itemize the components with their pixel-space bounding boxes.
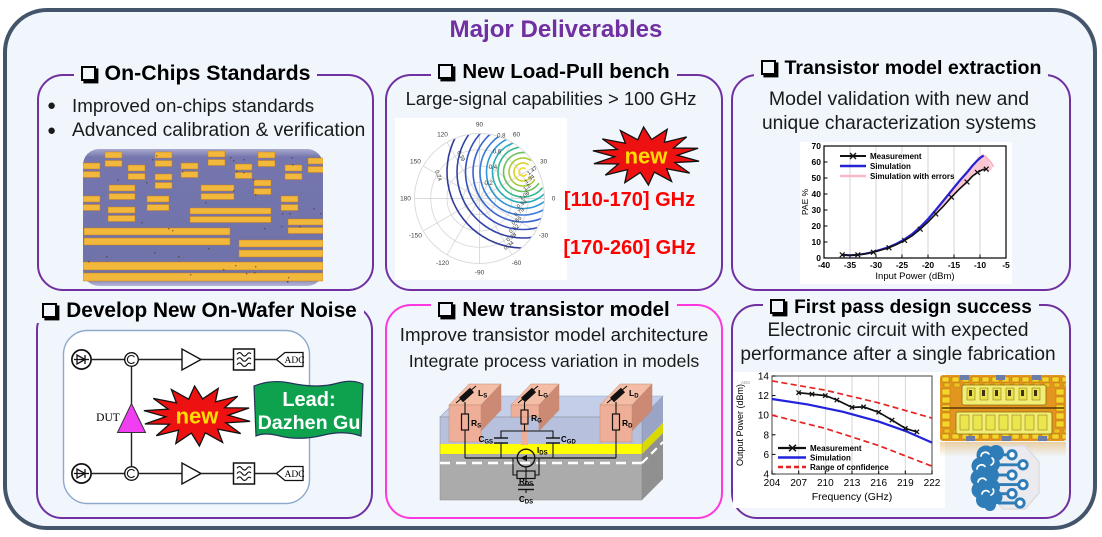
svg-text:-5: -5: [1002, 260, 1010, 270]
svg-text:Lead:: Lead:: [282, 389, 335, 411]
svg-text:Input Power (dBm): Input Power (dBm): [875, 271, 954, 282]
svg-text:219: 219: [897, 478, 914, 489]
svg-text:10: 10: [812, 237, 822, 247]
svg-text:0.24: 0.24: [433, 170, 442, 182]
svg-text:0.38: 0.38: [506, 232, 518, 243]
svg-text:Measurement: Measurement: [810, 444, 862, 453]
svg-text:ADC: ADC: [284, 470, 304, 480]
svg-text:30: 30: [812, 205, 822, 215]
svg-text:0.93: 0.93: [516, 199, 528, 210]
svg-text:222: 222: [924, 478, 941, 489]
svg-text:40: 40: [812, 189, 822, 199]
svg-text:-150: -150: [409, 233, 422, 240]
svg-text:60: 60: [812, 157, 822, 167]
svg-text:Simulation with errors: Simulation with errors: [870, 172, 955, 181]
svg-text:70: 70: [812, 142, 822, 151]
svg-text:0.34: 0.34: [503, 240, 515, 251]
svg-text:60: 60: [513, 132, 521, 139]
svg-text:8: 8: [763, 430, 769, 441]
svg-text:1.2: 1.2: [523, 183, 533, 193]
svg-text:LS: LS: [478, 388, 487, 400]
svg-text:0.79: 0.79: [513, 207, 525, 218]
svg-text:-120: -120: [436, 260, 449, 267]
svg-text:-40: -40: [818, 260, 831, 270]
svg-text:-60: -60: [512, 260, 522, 267]
svg-text:RS: RS: [471, 418, 481, 430]
svg-text:4: 4: [763, 470, 769, 481]
svg-text:10: 10: [758, 411, 770, 422]
svg-text:20: 20: [812, 221, 822, 231]
svg-text:-30: -30: [539, 233, 549, 240]
svg-text:-30: -30: [870, 260, 883, 270]
svg-text:0.65: 0.65: [511, 215, 523, 226]
svg-text:DUT: DUT: [96, 412, 120, 424]
svg-text:0: 0: [552, 196, 556, 203]
svg-text:ABS: ABS: [741, 380, 750, 385]
svg-text:-20: -20: [922, 260, 935, 270]
svg-text:Measurement: Measurement: [870, 152, 922, 161]
svg-text:Frequency (GHz): Frequency (GHz): [812, 491, 893, 503]
svg-text:Simulation: Simulation: [810, 454, 851, 463]
svg-text:Output Power (dBm): Output Power (dBm): [735, 384, 745, 466]
svg-text:-25: -25: [896, 260, 909, 270]
svg-text:90: 90: [476, 122, 484, 129]
svg-text:210: 210: [817, 478, 834, 489]
svg-text:30: 30: [540, 159, 548, 166]
svg-text:-15: -15: [948, 260, 961, 270]
svg-text:50: 50: [812, 173, 822, 183]
svg-text:RD: RD: [622, 418, 633, 430]
svg-text:1.47: 1.47: [526, 166, 538, 177]
svg-text:120: 120: [437, 132, 448, 139]
svg-text:1.06: 1.06: [519, 190, 531, 201]
svg-text:CDS: CDS: [519, 495, 533, 506]
svg-text:207: 207: [790, 478, 807, 489]
svg-text:1.34: 1.34: [524, 174, 536, 185]
svg-text:-10: -10: [974, 260, 987, 270]
svg-text:CGD: CGD: [561, 435, 576, 446]
svg-text:0.6: 0.6: [493, 149, 502, 155]
svg-text:IDS: IDS: [537, 446, 548, 457]
svg-text:-35: -35: [844, 260, 857, 270]
svg-text:204: 204: [764, 478, 781, 489]
svg-text:0.52: 0.52: [508, 224, 520, 235]
svg-text:14: 14: [758, 372, 770, 383]
svg-text:6: 6: [763, 450, 769, 461]
svg-text:180: 180: [400, 196, 411, 203]
svg-text:0: 0: [816, 253, 821, 263]
svg-text:216: 216: [870, 478, 887, 489]
svg-text:0.8: 0.8: [497, 134, 506, 140]
svg-text:new: new: [625, 144, 669, 169]
svg-text:Dazhen Gu: Dazhen Gu: [258, 412, 361, 434]
svg-text:Simulation: Simulation: [870, 162, 911, 171]
svg-text:CGS: CGS: [479, 435, 493, 446]
svg-text:12: 12: [758, 391, 770, 402]
svg-text:RG: RG: [531, 413, 542, 425]
svg-text:-90: -90: [475, 270, 485, 277]
svg-text:150: 150: [410, 159, 421, 166]
svg-text:LD: LD: [629, 388, 639, 400]
svg-text:Range of confidence: Range of confidence: [810, 463, 889, 472]
svg-text:LG: LG: [538, 388, 548, 400]
svg-text:new: new: [176, 404, 220, 429]
svg-text:PAE %: PAE %: [800, 188, 810, 215]
svg-text:0.2: 0.2: [485, 181, 494, 187]
svg-text:0.39: 0.39: [455, 150, 465, 162]
svg-text:ADC: ADC: [284, 356, 304, 366]
svg-text:0.4: 0.4: [489, 165, 498, 171]
svg-text:213: 213: [844, 478, 861, 489]
